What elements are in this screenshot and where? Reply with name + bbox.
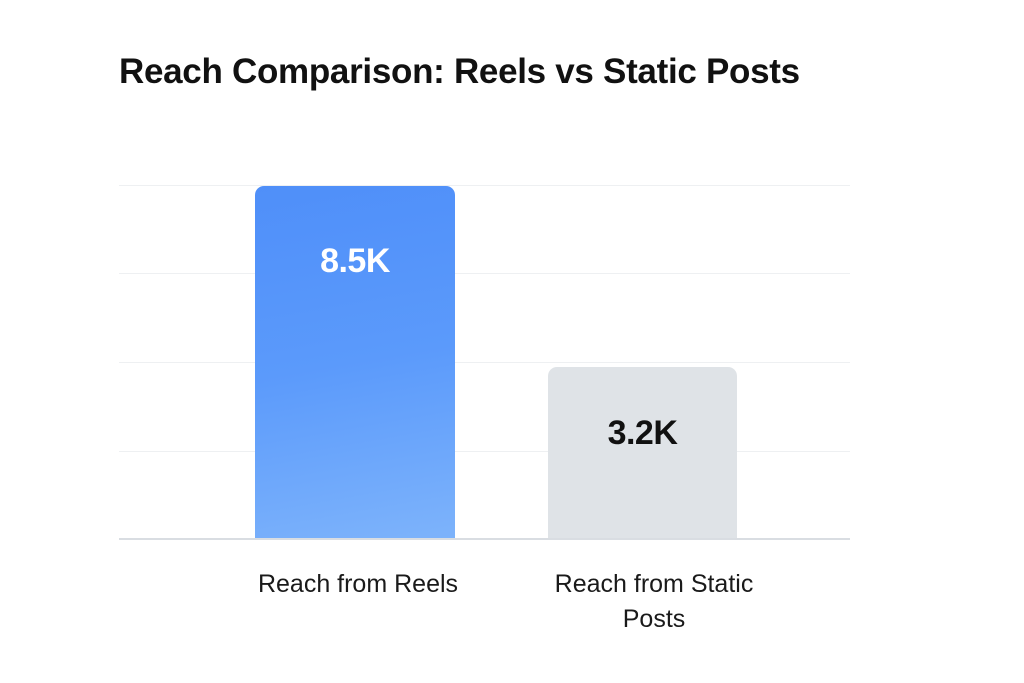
bar-value-label: 8.5K	[320, 242, 390, 280]
bar-value-label: 3.2K	[607, 414, 678, 452]
bar-reels: 8.5K	[255, 186, 455, 538]
category-label-reels: Reach from Reels	[257, 570, 459, 598]
x-axis-baseline	[119, 538, 850, 540]
gridline	[119, 185, 850, 186]
gridline	[119, 362, 850, 363]
chart-title: Reach Comparison: Reels vs Static Posts	[119, 52, 800, 91]
plot-area: 8.5K 3.2K	[119, 185, 850, 540]
gridline	[119, 451, 850, 452]
category-label-static-posts: Reach from Static Posts	[554, 570, 754, 633]
bar-static-posts: 3.2K	[548, 367, 737, 538]
gridline	[119, 273, 850, 274]
